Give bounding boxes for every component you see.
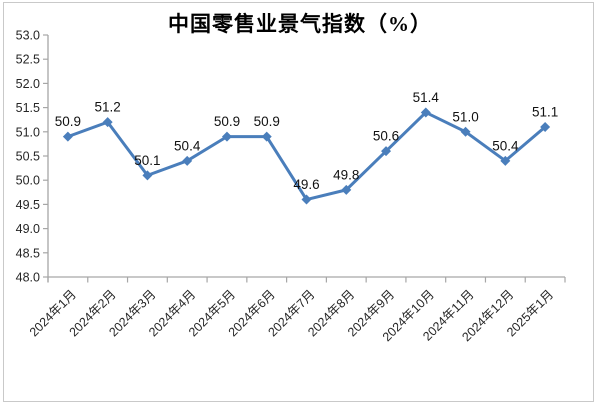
data-point-label: 50.9 — [254, 114, 280, 129]
chart-title: 中国零售业景气指数（%） — [168, 12, 432, 36]
data-point-marker — [102, 117, 113, 128]
y-axis-tick-label: 48.0 — [16, 271, 40, 285]
data-point-label: 50.9 — [214, 114, 240, 129]
data-point-marker — [182, 155, 193, 166]
y-axis-tick-label: 49.5 — [16, 198, 40, 212]
y-axis-tick-label: 50.0 — [16, 174, 40, 188]
y-axis-tick-label: 52.0 — [16, 77, 40, 91]
chart-frame — [3, 2, 594, 402]
y-axis-tick-label: 51.0 — [16, 125, 40, 139]
data-point-label: 50.1 — [134, 153, 160, 168]
data-point-marker — [261, 131, 272, 142]
data-point-label: 50.4 — [174, 138, 201, 153]
y-axis-tick-label: 50.5 — [16, 150, 40, 164]
data-point-marker — [381, 146, 392, 157]
data-point-label: 51.2 — [95, 100, 121, 115]
data-point-marker — [221, 131, 232, 142]
data-point-label: 49.8 — [333, 167, 359, 182]
y-axis-tick-label: 48.5 — [16, 246, 40, 260]
data-point-marker — [142, 170, 153, 181]
y-axis-tick-label: 53.0 — [16, 29, 40, 43]
data-point-label: 49.6 — [293, 177, 319, 192]
data-point-label: 50.9 — [55, 114, 81, 129]
y-axis-tick-label: 52.5 — [16, 53, 40, 67]
data-point-label: 51.0 — [452, 109, 478, 124]
y-axis-tick-label: 51.5 — [16, 101, 40, 115]
data-point-label: 51.1 — [532, 104, 558, 119]
data-point-label: 50.4 — [492, 138, 519, 153]
data-point-marker — [540, 121, 551, 132]
data-point-marker — [301, 194, 312, 205]
data-point-marker — [62, 131, 73, 142]
y-axis-tick-label: 49.0 — [16, 222, 40, 236]
data-point-marker — [341, 184, 352, 195]
data-point-marker — [460, 126, 471, 137]
data-point-marker — [500, 155, 511, 166]
data-point-label: 51.4 — [413, 90, 440, 105]
data-point-marker — [420, 107, 431, 118]
data-point-label: 50.6 — [373, 129, 399, 144]
